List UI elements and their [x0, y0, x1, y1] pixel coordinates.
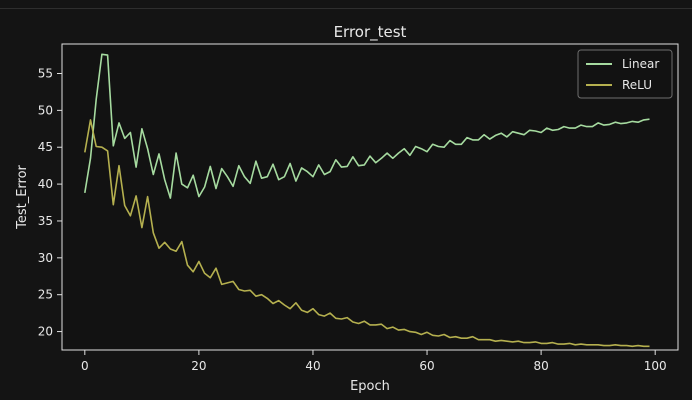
x-axis-label: Epoch [350, 379, 390, 394]
x-tick-label: 40 [305, 359, 320, 373]
legend: Linear ReLU [577, 49, 673, 99]
y-tick-label: 30 [38, 251, 53, 265]
y-tick-label: 40 [38, 177, 53, 191]
y-tick-label: 25 [38, 288, 53, 302]
top-divider [0, 8, 692, 9]
y-tick-label: 45 [38, 140, 53, 154]
x-tick-label: 60 [419, 359, 434, 373]
y-axis-label: Test_Error [15, 164, 30, 229]
series-lines [84, 53, 650, 348]
series-line-linear [84, 53, 650, 199]
y-tick-label: 35 [38, 214, 53, 228]
chart-title: Error_test [334, 23, 407, 42]
x-tick-label: 0 [81, 359, 89, 373]
x-tick-label: 80 [533, 359, 548, 373]
y-tick-label: 20 [38, 325, 53, 339]
x-tick-label: 100 [644, 359, 667, 373]
y-tick-label: 55 [38, 66, 53, 80]
legend-label-linear: Linear [622, 57, 659, 71]
y-tick-label: 50 [38, 103, 53, 117]
axis-ticks: 0 20 40 60 80 100 20 25 30 35 40 45 50 55 [38, 66, 667, 373]
plot-area [61, 43, 679, 351]
x-tick-label: 20 [191, 359, 206, 373]
series-line-relu [84, 119, 650, 348]
legend-label-relu: ReLU [622, 78, 652, 92]
